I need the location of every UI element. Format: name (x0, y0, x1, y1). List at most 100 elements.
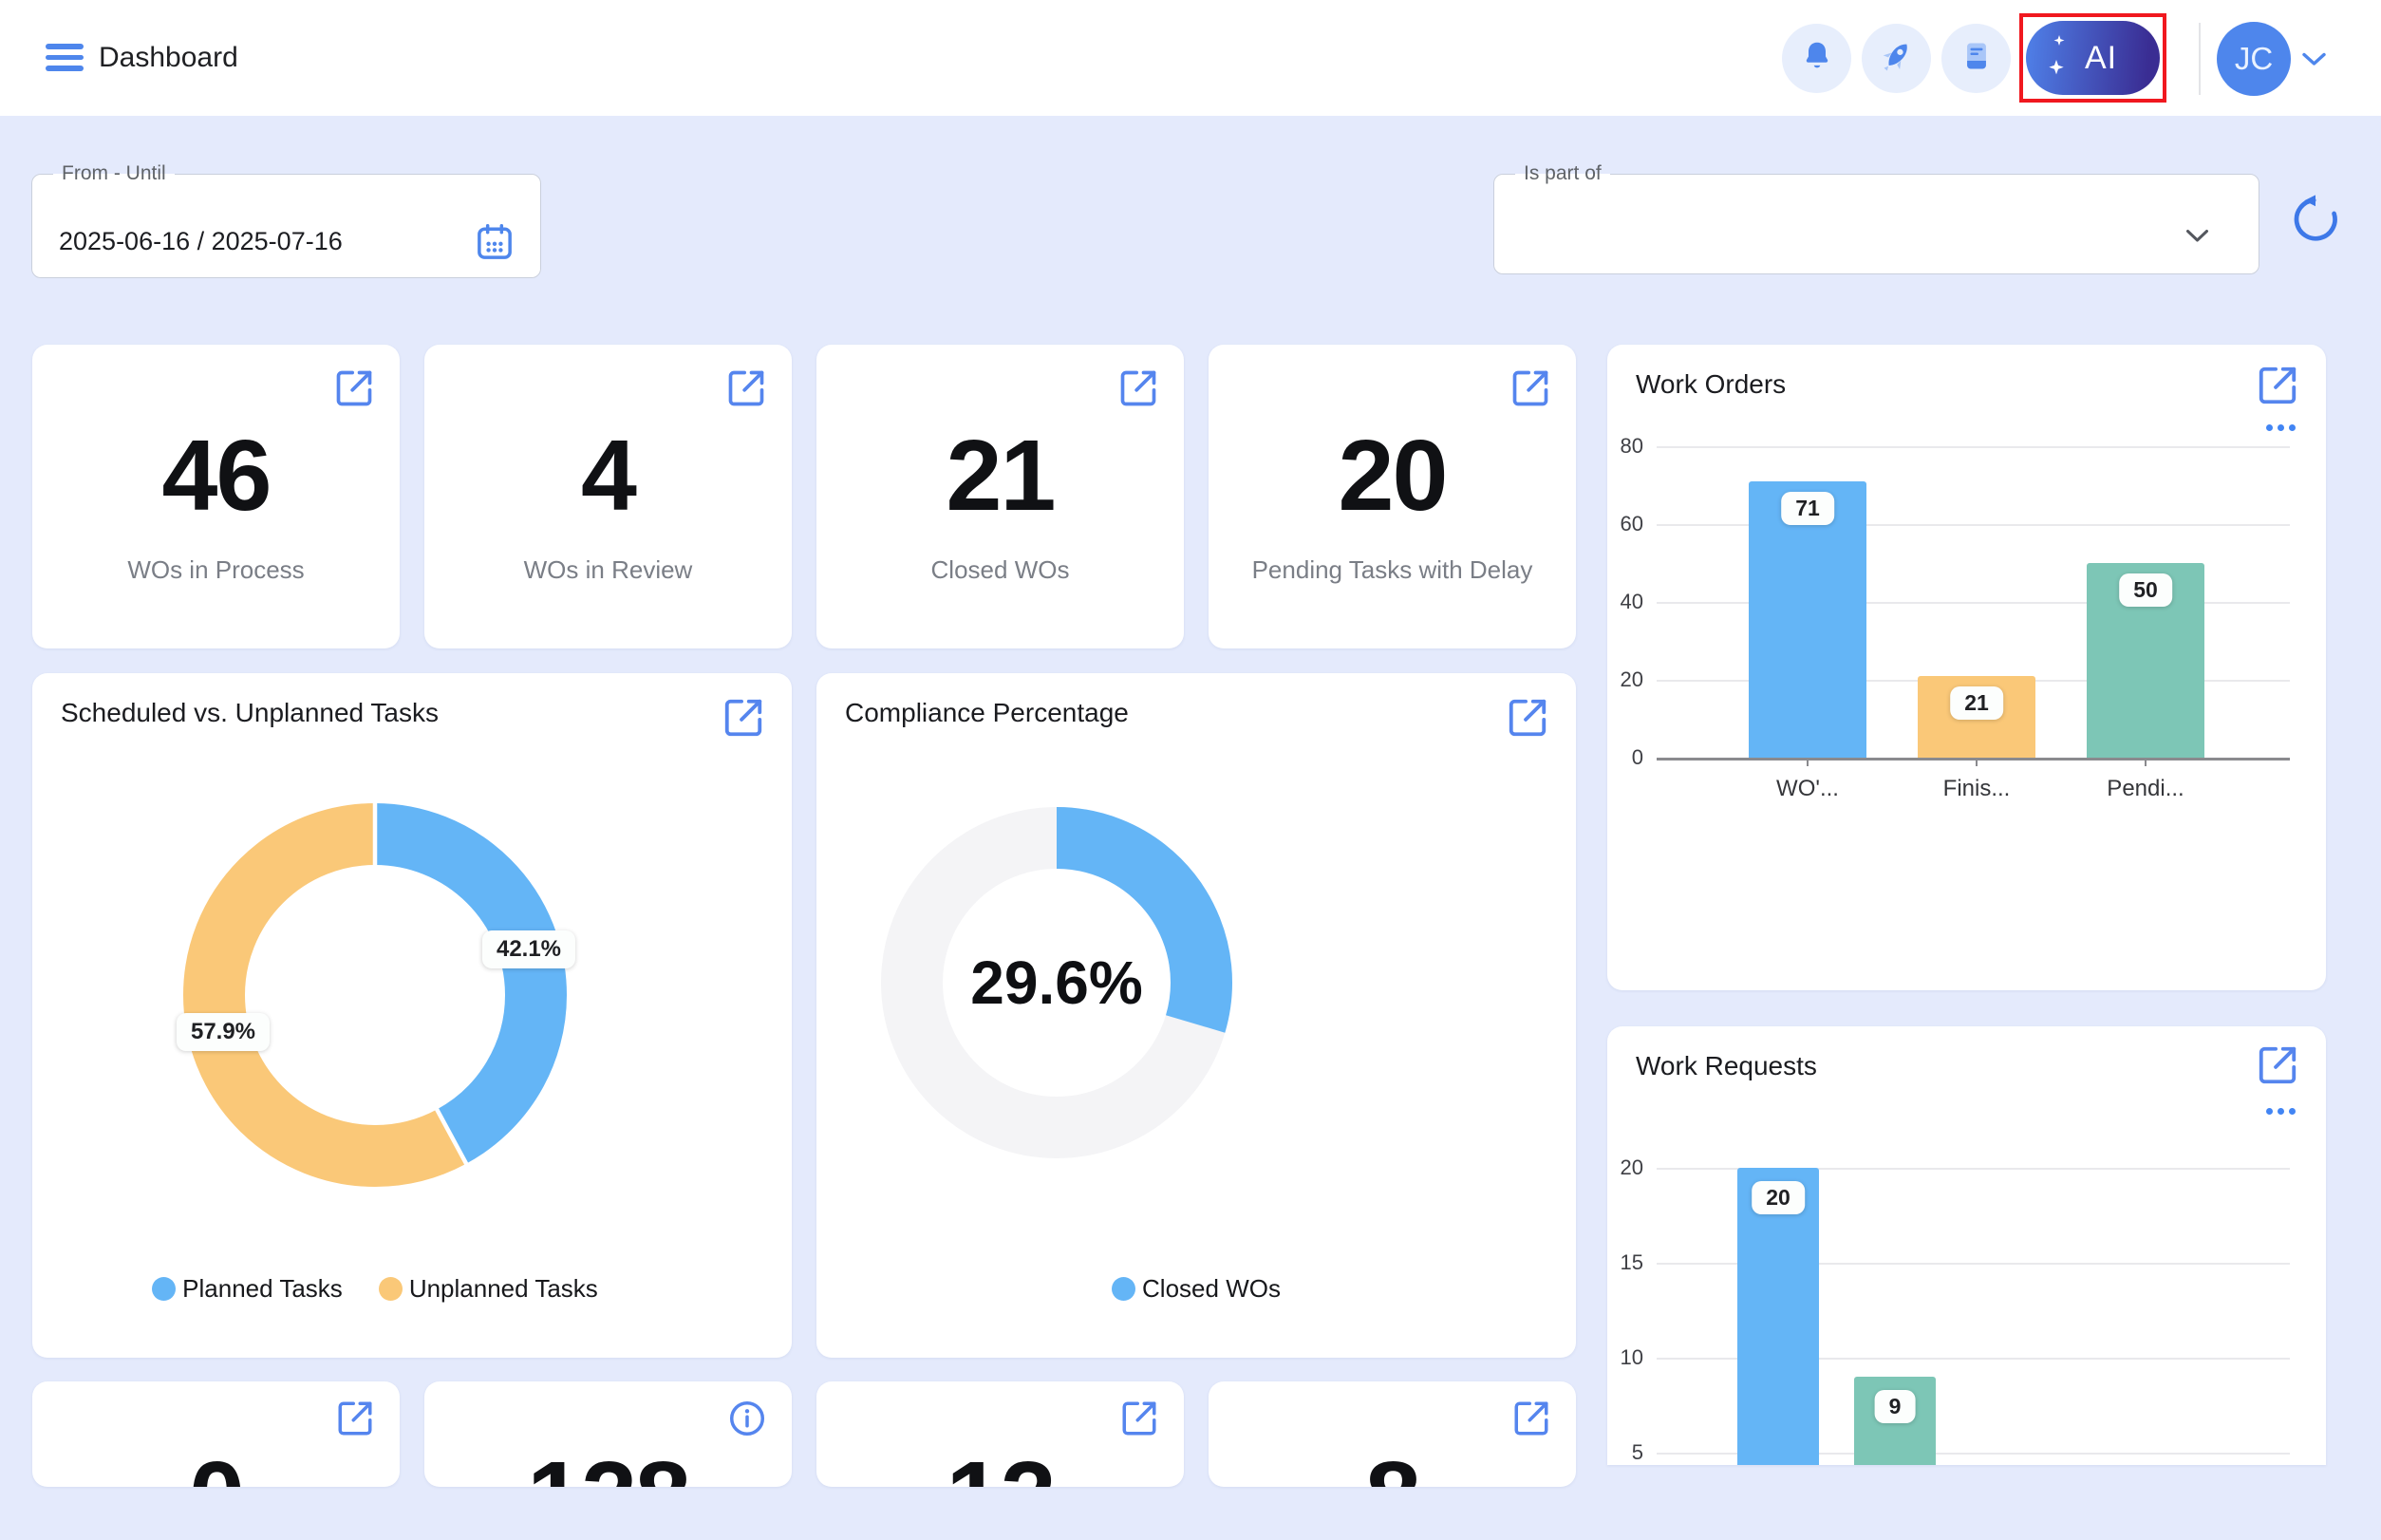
chart-menu-ellipsis-icon[interactable] (2266, 424, 2296, 431)
bar-WO'...[interactable] (1749, 480, 1866, 758)
bottom-kpi-card-2: 128 (424, 1381, 792, 1487)
page-title: Dashboard (99, 42, 238, 73)
legend-dot (1112, 1277, 1136, 1301)
chart-title: Scheduled vs. Unplanned Tasks (61, 698, 439, 727)
gridline (1657, 1453, 2290, 1455)
kpi-card-wos-in-review: 4 WOs in Review (424, 345, 792, 648)
refresh-button[interactable] (2290, 194, 2341, 245)
bar-value-label: 20 (1752, 1181, 1805, 1214)
y-axis-tick-label: 0 (1631, 745, 1643, 769)
x-axis-category-label: Pendi... (2107, 776, 2184, 801)
y-axis-tick-label: 15 (1620, 1250, 1643, 1274)
bar-value-label: 50 (2119, 573, 2172, 607)
documentation-button[interactable] (1941, 24, 2011, 93)
kpi-value: 128 (424, 1440, 792, 1487)
scheduled-vs-unplanned-card: Scheduled vs. Unplanned Tasks 42.1% 57.9… (32, 673, 792, 1358)
x-axis-tick (2145, 758, 2147, 766)
x-axis-tick (1976, 758, 1978, 766)
legend-item-closed-wos[interactable]: Closed WOs (1112, 1274, 1281, 1304)
bar-value-label: 21 (1950, 685, 2003, 720)
work-requests-bar-chart: 5 10 15 20 20 9 (1607, 1026, 2326, 1465)
open-external-icon[interactable] (2256, 1043, 2299, 1092)
gridline (1657, 758, 2290, 761)
gridline (1657, 602, 2290, 604)
gridline (1657, 1168, 2290, 1170)
user-avatar[interactable]: JC (2217, 22, 2291, 96)
y-axis-tick-label: 5 (1631, 1440, 1643, 1464)
launch-button[interactable] (1862, 24, 1931, 93)
kpi-value: 21 (946, 420, 1057, 532)
open-external-icon[interactable] (335, 1399, 375, 1443)
kpi-label: Closed WOs (930, 555, 1070, 584)
sparkles-icon (2047, 31, 2070, 85)
kpi-label: WOs in Process (127, 555, 305, 584)
notifications-button[interactable] (1782, 24, 1851, 93)
open-external-icon[interactable] (1509, 367, 1551, 414)
kpi-card-closed-wos: 21 Closed WOs (816, 345, 1184, 648)
open-external-icon[interactable] (1119, 1399, 1159, 1443)
chart-legend: Planned Tasks Unplanned Tasks (32, 1274, 718, 1304)
chart-legend: Closed WOs (816, 1274, 1576, 1304)
bar-series-0[interactable] (1737, 1168, 1819, 1465)
legend-dot (378, 1277, 403, 1301)
kpi-card-pending-tasks-delay: 20 Pending Tasks with Delay (1209, 345, 1576, 648)
gauge-arc-closed-wos[interactable] (881, 807, 1232, 1158)
hamburger-menu-icon[interactable] (46, 44, 84, 71)
kpi-value: 46 (161, 420, 272, 532)
y-axis-tick-label: 80 (1620, 434, 1643, 458)
chart-title: Work Requests (1636, 1051, 1817, 1080)
open-external-icon[interactable] (1506, 696, 1549, 744)
open-external-icon[interactable] (333, 367, 375, 414)
kpi-value: 4 (581, 420, 637, 532)
x-axis-tick (1807, 758, 1809, 766)
journal-icon (1960, 40, 1993, 77)
y-axis-tick-label: 40 (1620, 590, 1643, 613)
kpi-value: 20 (1338, 420, 1449, 532)
kpi-value: 0 (32, 1440, 400, 1487)
bottom-kpi-card-1: 0 (32, 1381, 400, 1487)
open-external-icon[interactable] (725, 367, 767, 414)
gridline (1657, 524, 2290, 526)
rocket-icon (1879, 38, 1915, 79)
compliance-percentage-card: Compliance Percentage 29.6% Closed WOs (816, 673, 1576, 1358)
date-range-value[interactable]: 2025-06-16 / 2025-07-16 (59, 227, 343, 255)
chart-title: Compliance Percentage (845, 698, 1129, 727)
top-bar: Dashboard AI JC (0, 0, 2381, 116)
donut-percent-label: 57.9% (176, 1013, 271, 1051)
gauge-center-value: 29.6% (970, 948, 1143, 1017)
user-menu-chevron-down-icon[interactable] (2301, 51, 2327, 72)
gridline (1657, 1263, 2290, 1265)
legend-item-planned-tasks[interactable]: Planned Tasks (152, 1274, 343, 1304)
ai-button-label: AI (2085, 39, 2118, 76)
open-external-icon[interactable] (1117, 367, 1159, 414)
date-range-field[interactable]: From - Until 2025-06-16 / 2025-07-16 (31, 162, 541, 278)
chart-menu-ellipsis-icon[interactable] (2266, 1108, 2296, 1115)
donut-percent-label: 42.1% (481, 930, 576, 968)
y-axis-tick-label: 60 (1620, 512, 1643, 535)
work-orders-card: Work Orders 0 20 40 60 80 71 WO'... 21 Finis... 5… (1607, 345, 2326, 990)
bar-value-label: 71 (1781, 491, 1834, 525)
bell-icon (1800, 39, 1834, 78)
y-axis-tick-label: 20 (1620, 667, 1643, 691)
open-external-icon[interactable] (722, 696, 765, 744)
legend-item-unplanned-tasks[interactable]: Unplanned Tasks (378, 1274, 598, 1304)
bottom-kpi-card-4: 8 (1209, 1381, 1576, 1487)
header-divider (2199, 23, 2201, 95)
bottom-kpi-card-3: 12 (816, 1381, 1184, 1487)
open-external-icon[interactable] (2256, 364, 2299, 412)
x-axis-category-label: WO'... (1776, 776, 1839, 801)
x-axis-category-label: Finis... (1942, 776, 2011, 801)
kpi-value: 8 (1209, 1440, 1576, 1487)
is-part-of-select[interactable]: Is part of (1493, 162, 2259, 274)
gridline (1657, 446, 2290, 448)
ai-button-highlight: AI (2019, 13, 2166, 103)
kpi-card-wos-in-process: 46 WOs in Process (32, 345, 400, 648)
info-icon[interactable] (727, 1399, 767, 1443)
calendar-icon[interactable] (474, 221, 516, 268)
ai-assistant-button[interactable]: AI (2026, 21, 2160, 95)
select-chevron-down-icon[interactable] (2185, 229, 2209, 248)
kpi-value: 12 (816, 1440, 1184, 1487)
kpi-label: WOs in Review (523, 555, 693, 584)
tasks-donut-chart (183, 798, 567, 1187)
open-external-icon[interactable] (1511, 1399, 1551, 1443)
